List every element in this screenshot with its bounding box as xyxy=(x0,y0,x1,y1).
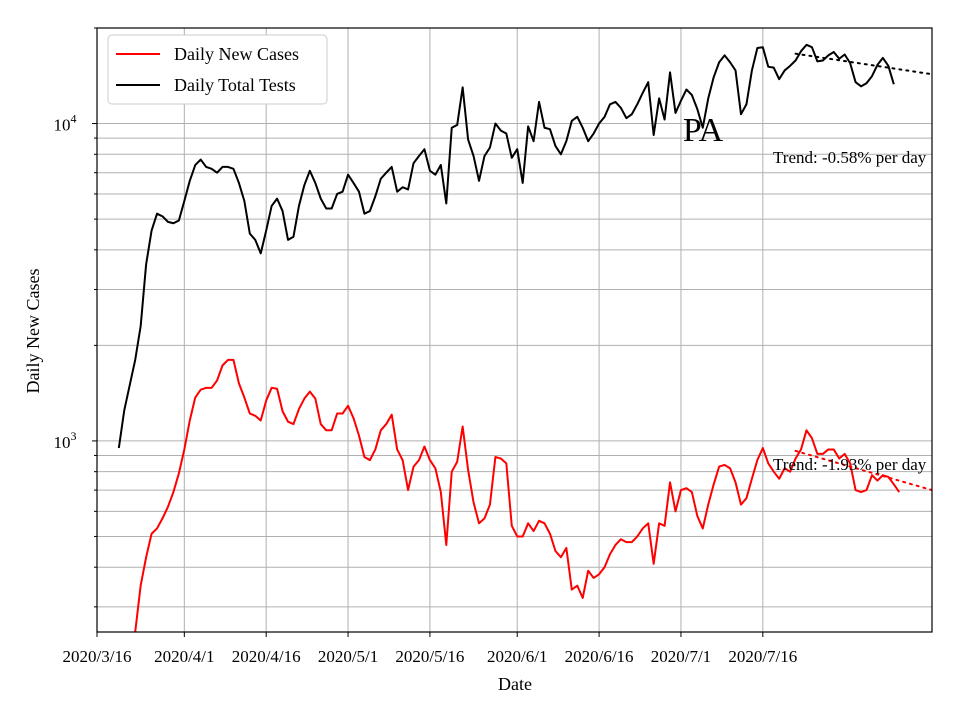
y-tick-label: 103 xyxy=(54,429,77,452)
x-tick-label: 2020/5/16 xyxy=(395,647,464,666)
x-tick-label: 2020/5/1 xyxy=(318,647,378,666)
series-line-daily-new-cases xyxy=(134,358,901,632)
x-tick-label: 2020/7/16 xyxy=(728,647,797,666)
trend-label-cases: Trend: -1.93% per day xyxy=(773,455,927,474)
legend-label-cases: Daily New Cases xyxy=(174,44,299,64)
series-line-daily-total-tests xyxy=(117,43,895,449)
y-axis-title: Daily New Cases xyxy=(23,269,43,394)
grid-layer xyxy=(96,27,932,632)
y-tick-label: 104 xyxy=(54,112,77,135)
x-tick-label: 2020/6/1 xyxy=(487,647,547,666)
legend-box xyxy=(107,34,328,105)
legend: Daily New Cases Daily Total Tests xyxy=(107,34,328,105)
y-tick-label-exponent: 4 xyxy=(71,112,77,126)
x-axis-title: Date xyxy=(498,674,532,694)
trend-line-daily-new-cases xyxy=(794,449,932,492)
trend-line-daily-total-tests xyxy=(794,52,932,76)
series-layer xyxy=(117,43,932,632)
y-tick-label-base: 10 xyxy=(54,433,71,452)
y-tick-label-base: 10 xyxy=(54,116,71,135)
x-tick-label: 2020/4/16 xyxy=(232,647,301,666)
x-tick-label: 2020/3/16 xyxy=(63,647,132,666)
legend-label-tests: Daily Total Tests xyxy=(174,75,296,95)
chart-title: PA xyxy=(683,112,724,149)
x-tick-label: 2020/7/1 xyxy=(651,647,711,666)
y-tick-label-exponent: 3 xyxy=(71,429,77,443)
plot-frame xyxy=(96,27,933,633)
x-tick-label: 2020/6/16 xyxy=(565,647,634,666)
x-tick-label: 2020/4/1 xyxy=(154,647,214,666)
trend-label-tests: Trend: -0.58% per day xyxy=(773,148,927,167)
ticks-layer: 2020/3/16 2020/4/1 2020/4/16 2020/5/1 2020/5… xyxy=(54,27,797,666)
